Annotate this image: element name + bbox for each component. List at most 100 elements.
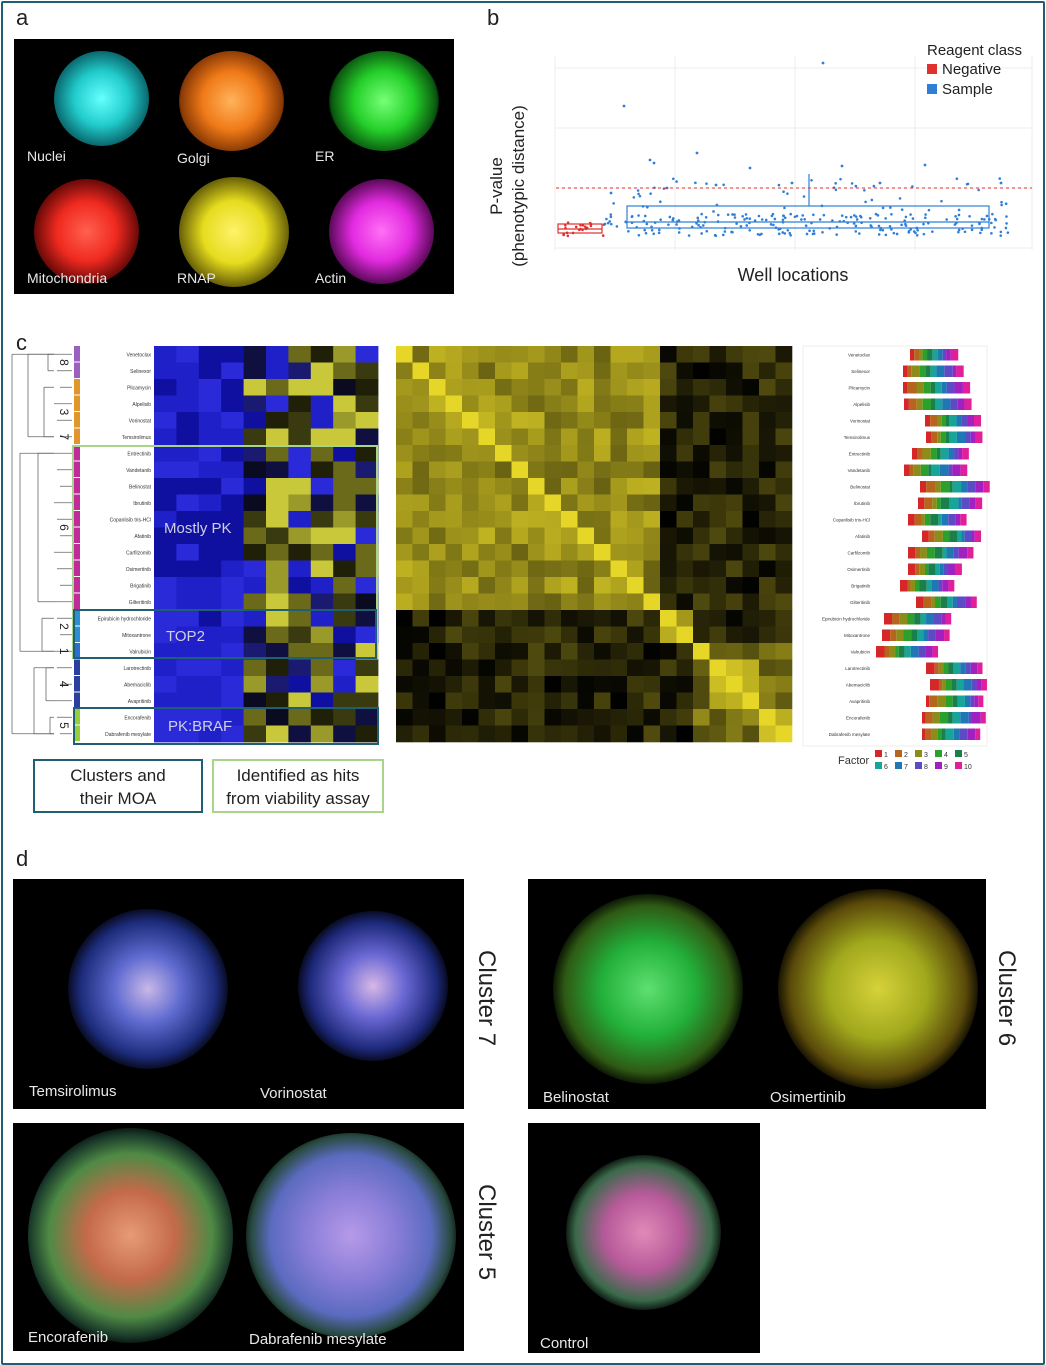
feature-heatmap-cell [288,593,312,611]
similarity-heatmap-cell [693,478,710,495]
factor-segment [942,679,946,691]
sample-point [627,229,630,233]
sample-point [983,218,986,221]
sample-point [610,222,613,226]
drug-label-left: Epirubicin hydrochloride [98,616,152,622]
similarity-heatmap-cell [742,478,760,495]
similarity-heatmap-cell [610,610,628,627]
factor-segment [932,712,940,724]
feature-heatmap-cell [176,478,200,495]
factor-segment [899,613,908,625]
sample-point [890,228,893,231]
similarity-heatmap-cell [462,643,479,660]
cluster-color-bar [74,494,80,510]
factor-segment [927,349,933,361]
feature-heatmap-cell [310,577,334,594]
feature-heatmap-cell [154,709,177,726]
feature-heatmap-cell [154,643,177,660]
similarity-heatmap-cell [528,643,545,660]
cluster-7-label: Cluster 7 [473,950,500,1047]
sample-point [609,215,613,219]
feature-heatmap-cell [176,643,200,660]
feature-heatmap-cell [221,494,244,512]
feature-heatmap-cell [154,593,177,611]
similarity-heatmap-cell [561,428,578,446]
sample-point [1005,222,1008,225]
similarity-heatmap-cell [495,412,512,429]
feature-heatmap-cell [288,560,312,578]
similarity-heatmap-cell [627,494,644,512]
similarity-heatmap-cell [561,494,578,512]
feature-heatmap-cell [243,379,267,396]
sample-point [638,194,642,198]
cluster-color-bar [74,659,80,675]
feature-heatmap-cell [310,560,334,578]
similarity-heatmap-cell [742,461,760,479]
similarity-heatmap-cell [577,709,595,726]
factor-segment [945,695,953,707]
feature-heatmap-cell [333,593,356,611]
similarity-heatmap-cell [396,709,413,726]
sample-point [877,233,881,236]
factor-segment [960,662,966,674]
feature-heatmap-cell [310,346,334,363]
feature-heatmap-cell [310,659,334,677]
sample-point [810,179,813,182]
factor-segment [969,497,976,509]
feature-heatmap-cell [221,445,244,462]
similarity-heatmap-cell [495,494,512,512]
factor-segment [971,679,977,691]
similarity-heatmap-cell [660,379,677,396]
similarity-heatmap-cell [462,527,479,545]
similarity-heatmap-cell [742,445,760,462]
factor-segment [962,448,969,460]
feature-heatmap-cell [310,544,334,561]
similarity-heatmap-cell [643,692,661,710]
feature-heatmap-cell [221,412,244,429]
sample-point [777,183,781,187]
feature-heatmap-cell [355,626,379,644]
mitochondria-stain [34,179,139,284]
similarity-heatmap-cell [412,725,430,743]
similarity-heatmap-cell [660,395,677,413]
cluster-number: 3 [57,409,71,416]
similarity-heatmap-cell [610,395,628,413]
similarity-heatmap-cell [412,560,430,578]
cluster-color-bar [74,676,80,692]
feature-heatmap-cell [266,478,289,495]
similarity-heatmap-cell [412,379,430,396]
factor-segment [975,497,983,509]
similarity-heatmap-cell [709,511,727,528]
sample-point [637,214,640,217]
drug-names-right: Venetoclax Selinexor Plicamycin Alpelisib Vo… [822,352,871,737]
similarity-heatmap-cell [693,709,710,726]
similarity-heatmap-cell [775,494,793,512]
factor-legend-label: 9 [944,764,948,771]
similarity-heatmap-cell [561,527,578,545]
similarity-heatmap-cell [676,577,694,594]
factor-segment [926,695,930,707]
similarity-heatmap-cell [627,709,644,726]
sample-point [922,222,925,226]
factor-segment [952,365,957,377]
factor-segment [920,481,927,493]
feature-heatmap-cell [266,494,289,512]
similarity-heatmap-cell [528,494,545,512]
similarity-heatmap-cell [676,560,694,578]
similarity-heatmap-cell [561,676,578,693]
similarity-heatmap-cell [544,610,562,627]
similarity-heatmap-cell [676,692,694,710]
sample-point [909,213,912,216]
factor-segment [895,646,899,658]
nuclei-stain [54,51,149,146]
similarity-heatmap-cell [610,412,628,429]
factor-segment [903,382,908,394]
feature-heatmap-cell [310,362,334,380]
feature-heatmap-cell [310,494,334,512]
similarity-heatmap-cell [577,428,595,446]
image-label-belinostat: Belinostat [543,1089,609,1106]
factor-segment [933,613,942,625]
factor-segment [884,613,893,625]
similarity-heatmap-cell [693,445,710,462]
similarity-heatmap-cell [660,362,677,380]
